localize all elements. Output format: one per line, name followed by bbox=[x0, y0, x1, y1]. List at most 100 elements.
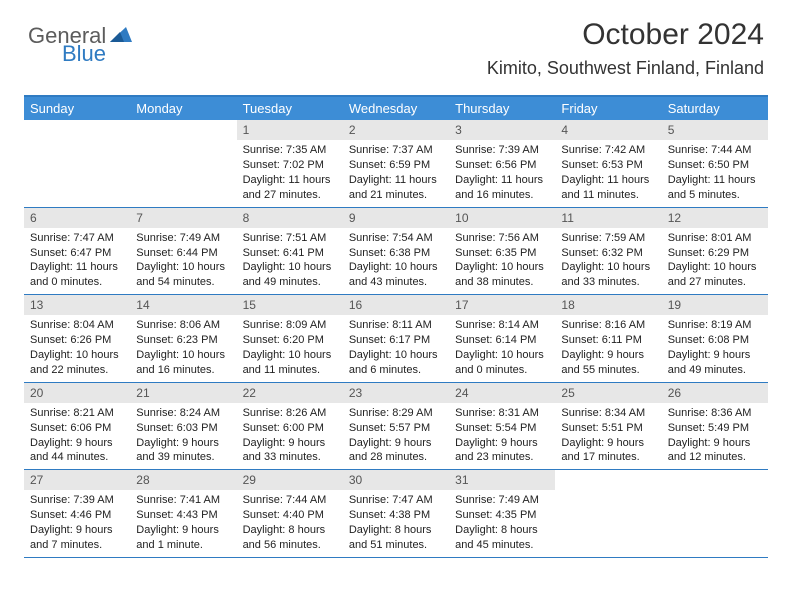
day-body: Sunrise: 8:31 AMSunset: 5:54 PMDaylight:… bbox=[449, 403, 555, 469]
day-cell: 27Sunrise: 7:39 AMSunset: 4:46 PMDayligh… bbox=[24, 470, 130, 557]
day-cell: 29Sunrise: 7:44 AMSunset: 4:40 PMDayligh… bbox=[237, 470, 343, 557]
weeks-container: .. 1Sunrise: 7:35 AMSunset: 7:02 PMDaylig… bbox=[24, 120, 768, 558]
week-row: 20Sunrise: 8:21 AMSunset: 6:06 PMDayligh… bbox=[24, 383, 768, 471]
sunset-text: Sunset: 6:00 PM bbox=[243, 421, 337, 436]
daylight-text: Daylight: 9 hours and 28 minutes. bbox=[349, 436, 443, 466]
daylight-text: Daylight: 9 hours and 23 minutes. bbox=[455, 436, 549, 466]
daylight-text: Daylight: 10 hours and 22 minutes. bbox=[30, 348, 124, 378]
sunset-text: Sunset: 6:38 PM bbox=[349, 246, 443, 261]
daylight-text: Daylight: 9 hours and 55 minutes. bbox=[561, 348, 655, 378]
day-body: Sunrise: 8:11 AMSunset: 6:17 PMDaylight:… bbox=[343, 315, 449, 381]
sunrise-text: Sunrise: 7:44 AM bbox=[668, 143, 762, 158]
day-cell: 12Sunrise: 8:01 AMSunset: 6:29 PMDayligh… bbox=[662, 208, 768, 295]
weekday-header: Saturday bbox=[662, 97, 768, 120]
day-cell: 26Sunrise: 8:36 AMSunset: 5:49 PMDayligh… bbox=[662, 383, 768, 470]
sunrise-text: Sunrise: 8:01 AM bbox=[668, 231, 762, 246]
sunrise-text: Sunrise: 8:14 AM bbox=[455, 318, 549, 333]
sunset-text: Sunset: 6:56 PM bbox=[455, 158, 549, 173]
sunset-text: Sunset: 4:40 PM bbox=[243, 508, 337, 523]
sunset-text: Sunset: 6:35 PM bbox=[455, 246, 549, 261]
day-cell: 3Sunrise: 7:39 AMSunset: 6:56 PMDaylight… bbox=[449, 120, 555, 207]
daylight-text: Daylight: 11 hours and 5 minutes. bbox=[668, 173, 762, 203]
daylight-text: Daylight: 10 hours and 33 minutes. bbox=[561, 260, 655, 290]
sunset-text: Sunset: 4:38 PM bbox=[349, 508, 443, 523]
title-block: October 2024 Kimito, Southwest Finland, … bbox=[487, 18, 764, 79]
sunrise-text: Sunrise: 8:16 AM bbox=[561, 318, 655, 333]
sunset-text: Sunset: 6:08 PM bbox=[668, 333, 762, 348]
day-body: Sunrise: 7:39 AMSunset: 4:46 PMDaylight:… bbox=[24, 490, 130, 556]
weekday-header: Wednesday bbox=[343, 97, 449, 120]
daylight-text: Daylight: 9 hours and 49 minutes. bbox=[668, 348, 762, 378]
sunrise-text: Sunrise: 8:06 AM bbox=[136, 318, 230, 333]
day-number: 12 bbox=[662, 208, 768, 228]
day-cell: 21Sunrise: 8:24 AMSunset: 6:03 PMDayligh… bbox=[130, 383, 236, 470]
day-number: 6 bbox=[24, 208, 130, 228]
sunrise-text: Sunrise: 7:49 AM bbox=[136, 231, 230, 246]
day-body: Sunrise: 8:36 AMSunset: 5:49 PMDaylight:… bbox=[662, 403, 768, 469]
day-number: 1 bbox=[237, 120, 343, 140]
day-cell: 7Sunrise: 7:49 AMSunset: 6:44 PMDaylight… bbox=[130, 208, 236, 295]
sunrise-text: Sunrise: 7:42 AM bbox=[561, 143, 655, 158]
sunset-text: Sunset: 6:26 PM bbox=[30, 333, 124, 348]
day-body: Sunrise: 7:51 AMSunset: 6:41 PMDaylight:… bbox=[237, 228, 343, 294]
weekday-header: Sunday bbox=[24, 97, 130, 120]
day-body: Sunrise: 8:21 AMSunset: 6:06 PMDaylight:… bbox=[24, 403, 130, 469]
day-number: 18 bbox=[555, 295, 661, 315]
sunset-text: Sunset: 6:03 PM bbox=[136, 421, 230, 436]
day-body: Sunrise: 8:29 AMSunset: 5:57 PMDaylight:… bbox=[343, 403, 449, 469]
daylight-text: Daylight: 9 hours and 12 minutes. bbox=[668, 436, 762, 466]
day-number: 4 bbox=[555, 120, 661, 140]
location-text: Kimito, Southwest Finland, Finland bbox=[487, 58, 764, 79]
day-body: Sunrise: 7:44 AMSunset: 6:50 PMDaylight:… bbox=[662, 140, 768, 206]
day-number: 14 bbox=[130, 295, 236, 315]
sunset-text: Sunset: 4:35 PM bbox=[455, 508, 549, 523]
daylight-text: Daylight: 10 hours and 54 minutes. bbox=[136, 260, 230, 290]
sunrise-text: Sunrise: 7:47 AM bbox=[30, 231, 124, 246]
sunrise-text: Sunrise: 7:39 AM bbox=[30, 493, 124, 508]
day-body: Sunrise: 8:06 AMSunset: 6:23 PMDaylight:… bbox=[130, 315, 236, 381]
day-number: 8 bbox=[237, 208, 343, 228]
sunrise-text: Sunrise: 8:34 AM bbox=[561, 406, 655, 421]
day-number: 9 bbox=[343, 208, 449, 228]
day-number: 21 bbox=[130, 383, 236, 403]
day-number: 23 bbox=[343, 383, 449, 403]
day-number: 3 bbox=[449, 120, 555, 140]
day-cell: . bbox=[662, 470, 768, 557]
sunrise-text: Sunrise: 7:37 AM bbox=[349, 143, 443, 158]
daylight-text: Daylight: 9 hours and 44 minutes. bbox=[30, 436, 124, 466]
daylight-text: Daylight: 9 hours and 39 minutes. bbox=[136, 436, 230, 466]
week-row: ..1Sunrise: 7:35 AMSunset: 7:02 PMDaylig… bbox=[24, 120, 768, 208]
daylight-text: Daylight: 11 hours and 11 minutes. bbox=[561, 173, 655, 203]
daylight-text: Daylight: 11 hours and 0 minutes. bbox=[30, 260, 124, 290]
sunset-text: Sunset: 6:59 PM bbox=[349, 158, 443, 173]
day-number: 2 bbox=[343, 120, 449, 140]
day-cell: 1Sunrise: 7:35 AMSunset: 7:02 PMDaylight… bbox=[237, 120, 343, 207]
sunrise-text: Sunrise: 7:47 AM bbox=[349, 493, 443, 508]
sunset-text: Sunset: 6:41 PM bbox=[243, 246, 337, 261]
day-cell: 5Sunrise: 7:44 AMSunset: 6:50 PMDaylight… bbox=[662, 120, 768, 207]
sunset-text: Sunset: 6:17 PM bbox=[349, 333, 443, 348]
sunset-text: Sunset: 5:51 PM bbox=[561, 421, 655, 436]
day-body: Sunrise: 7:35 AMSunset: 7:02 PMDaylight:… bbox=[237, 140, 343, 206]
day-body: Sunrise: 7:44 AMSunset: 4:40 PMDaylight:… bbox=[237, 490, 343, 556]
day-cell: 13Sunrise: 8:04 AMSunset: 6:26 PMDayligh… bbox=[24, 295, 130, 382]
day-number: 24 bbox=[449, 383, 555, 403]
day-cell: 2Sunrise: 7:37 AMSunset: 6:59 PMDaylight… bbox=[343, 120, 449, 207]
sunrise-text: Sunrise: 8:36 AM bbox=[668, 406, 762, 421]
day-body: Sunrise: 7:37 AMSunset: 6:59 PMDaylight:… bbox=[343, 140, 449, 206]
day-cell: 22Sunrise: 8:26 AMSunset: 6:00 PMDayligh… bbox=[237, 383, 343, 470]
daylight-text: Daylight: 8 hours and 56 minutes. bbox=[243, 523, 337, 553]
sunrise-text: Sunrise: 8:04 AM bbox=[30, 318, 124, 333]
sunset-text: Sunset: 6:50 PM bbox=[668, 158, 762, 173]
day-body: Sunrise: 7:56 AMSunset: 6:35 PMDaylight:… bbox=[449, 228, 555, 294]
day-body: Sunrise: 7:47 AMSunset: 6:47 PMDaylight:… bbox=[24, 228, 130, 294]
day-number: 20 bbox=[24, 383, 130, 403]
month-title: October 2024 bbox=[487, 18, 764, 52]
day-body: Sunrise: 8:16 AMSunset: 6:11 PMDaylight:… bbox=[555, 315, 661, 381]
day-cell: . bbox=[555, 470, 661, 557]
day-number: 28 bbox=[130, 470, 236, 490]
day-cell: 8Sunrise: 7:51 AMSunset: 6:41 PMDaylight… bbox=[237, 208, 343, 295]
sunrise-text: Sunrise: 7:51 AM bbox=[243, 231, 337, 246]
logo-word2: Blue bbox=[62, 43, 132, 65]
day-cell: 23Sunrise: 8:29 AMSunset: 5:57 PMDayligh… bbox=[343, 383, 449, 470]
